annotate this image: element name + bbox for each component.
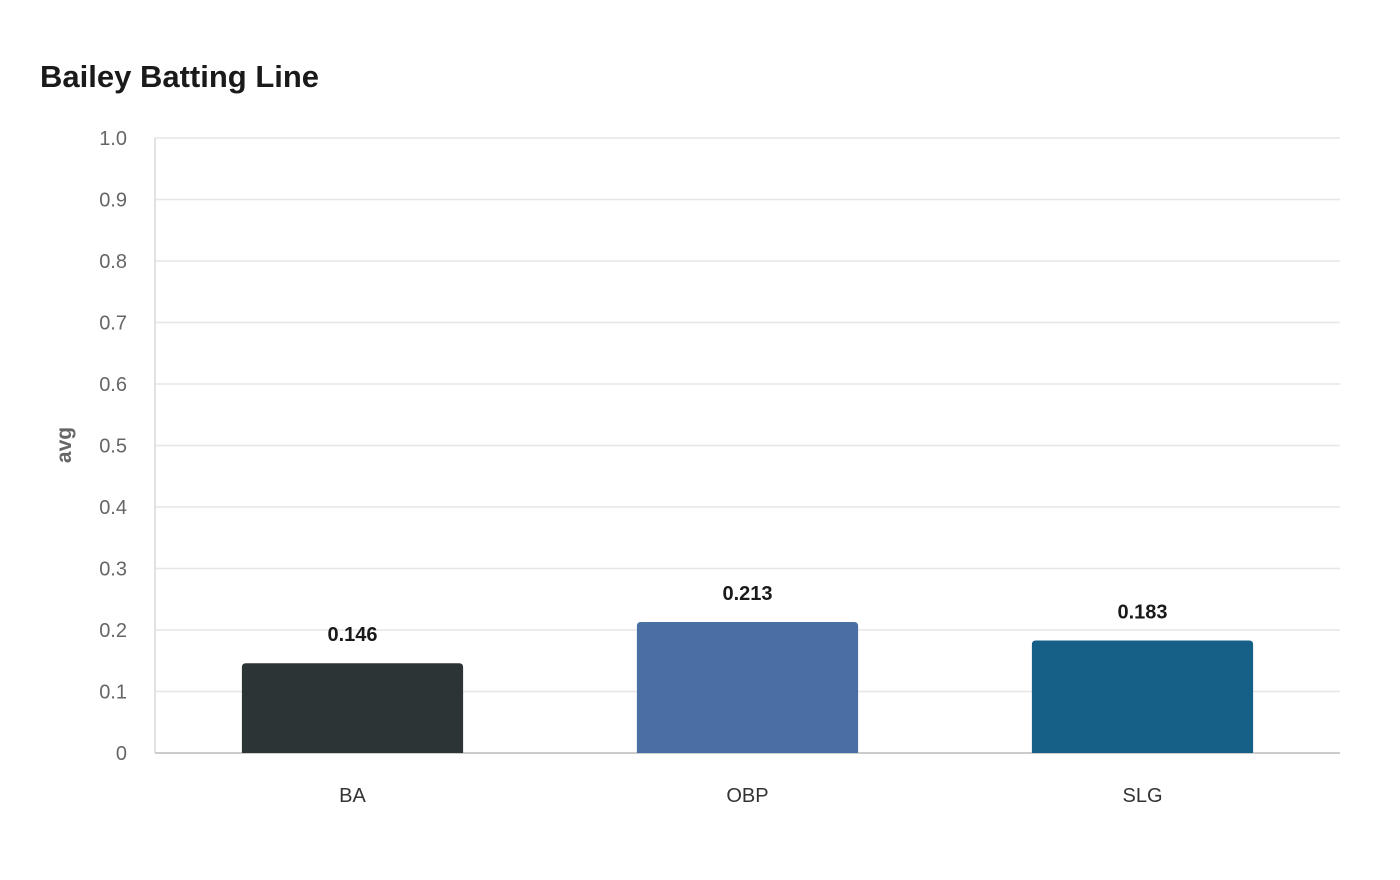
y-tick-label: 0.1 xyxy=(99,682,127,704)
y-tick-label: 0.5 xyxy=(99,436,127,458)
bar-ba xyxy=(241,663,464,753)
y-tick-label: 0.7 xyxy=(99,313,127,335)
x-tick-label-slg: SLG xyxy=(1122,785,1162,807)
y-tick-label: 0.2 xyxy=(99,620,127,642)
bar-obp xyxy=(636,622,859,753)
y-axis-title: avg xyxy=(53,427,76,463)
y-tick-label: 0.9 xyxy=(99,190,127,212)
x-tick-labels: BA OBP SLG xyxy=(339,785,1162,807)
data-label-obp: 0.213 xyxy=(722,583,772,605)
data-label-slg: 0.183 xyxy=(1117,601,1167,623)
bar-slg xyxy=(1031,640,1254,753)
x-tick-label-ba: BA xyxy=(339,785,366,807)
y-tick-label: 1.0 xyxy=(99,128,127,150)
y-tick-label: 0.4 xyxy=(99,497,127,519)
bars xyxy=(241,622,1254,753)
y-tick-labels: 0 0.1 0.2 0.3 0.4 0.5 0.6 0.7 0.8 0.9 1.0 xyxy=(99,128,127,765)
y-tick-label: 0.6 xyxy=(99,374,127,396)
y-tick-label: 0 xyxy=(116,743,127,765)
x-tick-label-obp: OBP xyxy=(726,785,768,807)
data-labels: 0.146 0.213 0.183 xyxy=(327,583,1167,646)
data-label-ba: 0.146 xyxy=(327,624,377,646)
y-tick-label: 0.3 xyxy=(99,559,127,581)
chart-title: Bailey Batting Line xyxy=(40,59,320,94)
y-tick-label: 0.8 xyxy=(99,251,127,273)
